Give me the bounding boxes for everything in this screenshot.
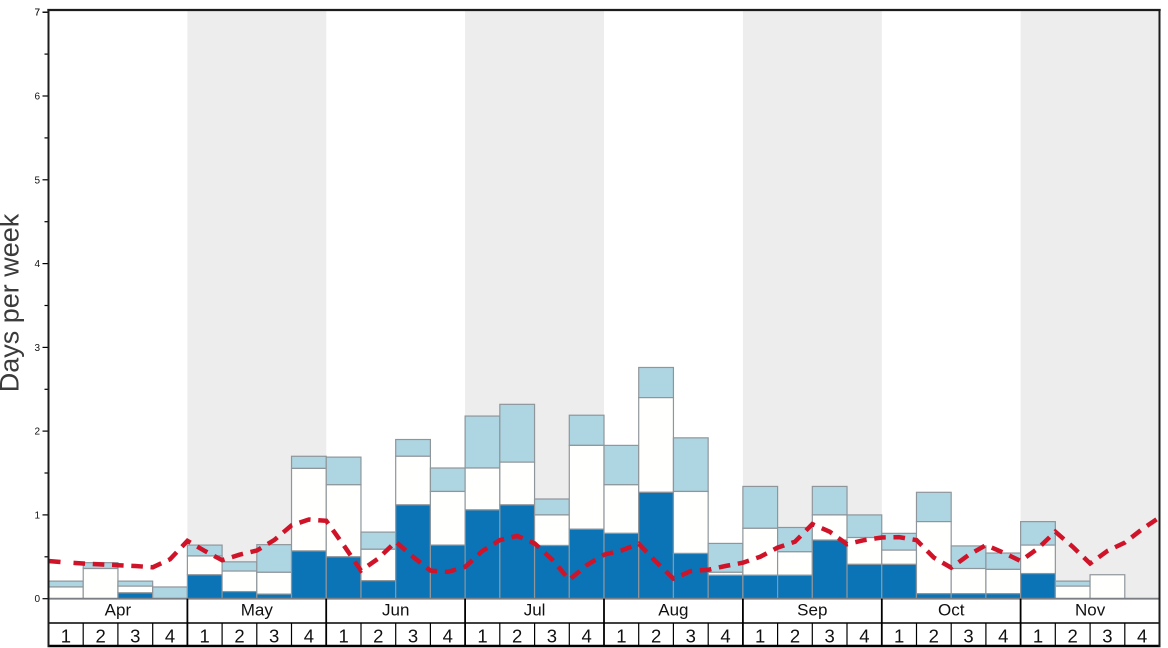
svg-text:1: 1 — [34, 510, 40, 521]
svg-text:3: 3 — [963, 626, 973, 647]
svg-text:Days per week: Days per week — [0, 213, 25, 392]
svg-text:1: 1 — [894, 626, 904, 647]
svg-text:3: 3 — [269, 626, 279, 647]
svg-text:4: 4 — [581, 626, 591, 647]
svg-text:3: 3 — [130, 626, 140, 647]
svg-text:7: 7 — [34, 8, 40, 19]
svg-text:0: 0 — [34, 594, 40, 605]
svg-text:2: 2 — [790, 626, 800, 647]
svg-text:1: 1 — [477, 626, 487, 647]
svg-text:2: 2 — [512, 626, 522, 647]
svg-text:3: 3 — [825, 626, 835, 647]
svg-text:Apr: Apr — [105, 601, 132, 620]
svg-text:2: 2 — [651, 626, 661, 647]
svg-text:6: 6 — [34, 92, 40, 103]
svg-text:1: 1 — [616, 626, 626, 647]
svg-text:4: 4 — [304, 626, 314, 647]
svg-text:Jun: Jun — [382, 601, 409, 620]
svg-text:4: 4 — [443, 626, 453, 647]
svg-text:7: 7 — [34, 8, 40, 19]
svg-text:Jul: Jul — [524, 601, 546, 620]
svg-text:May: May — [241, 601, 274, 620]
svg-text:2: 2 — [234, 626, 244, 647]
svg-text:3: 3 — [34, 343, 40, 354]
svg-text:Aug: Aug — [658, 601, 688, 620]
svg-text:2: 2 — [929, 626, 939, 647]
svg-text:5: 5 — [34, 175, 40, 186]
svg-text:1: 1 — [338, 626, 348, 647]
svg-text:3: 3 — [408, 626, 418, 647]
svg-text:Sep: Sep — [797, 601, 827, 620]
svg-text:4: 4 — [34, 259, 40, 270]
svg-text:Nov: Nov — [1075, 601, 1106, 620]
svg-text:1: 1 — [1033, 626, 1043, 647]
svg-text:4: 4 — [998, 626, 1008, 647]
svg-text:1: 1 — [755, 626, 765, 647]
svg-text:2: 2 — [34, 427, 40, 438]
svg-text:4: 4 — [165, 626, 175, 647]
svg-text:2: 2 — [95, 626, 105, 647]
svg-text:2: 2 — [373, 626, 383, 647]
svg-text:4: 4 — [1137, 626, 1147, 647]
svg-text:1: 1 — [61, 626, 71, 647]
svg-text:3: 3 — [1102, 626, 1112, 647]
svg-text:1: 1 — [200, 626, 210, 647]
svg-text:4: 4 — [859, 626, 869, 647]
svg-text:2: 2 — [1068, 626, 1078, 647]
svg-text:3: 3 — [686, 626, 696, 647]
svg-text:Oct: Oct — [938, 601, 965, 620]
svg-text:4: 4 — [720, 626, 730, 647]
svg-text:3: 3 — [547, 626, 557, 647]
